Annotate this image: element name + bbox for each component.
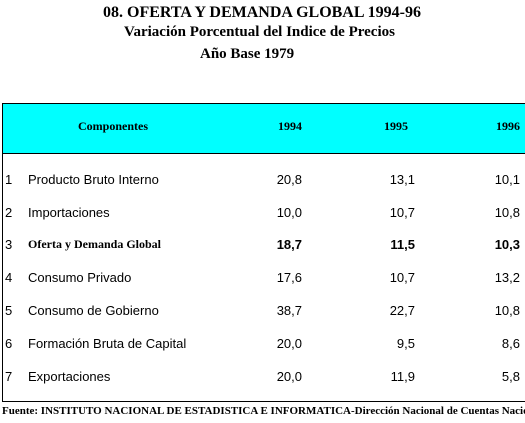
column-header-1995: 1995 [384,119,408,133]
page-title: 08. OFERTA Y DEMANDA GLOBAL 1994-96 [103,4,421,21]
row-number: 6 [5,336,13,351]
value-1996: 10,1 [494,172,520,187]
page-subtitle: Variación Porcentual del Indice de Preci… [124,24,395,40]
column-header-componentes: Componentes [78,119,149,133]
row-label: Oferta y Demanda Global [28,237,161,251]
column-header-1994: 1994 [278,119,302,133]
value-1994: 20,0 [276,369,302,384]
row-label: Consumo Privado [28,270,132,285]
value-1994: 10,0 [276,205,302,220]
value-1994: 20,0 [276,336,302,351]
value-1994: 20,8 [276,172,302,187]
row-number: 5 [5,303,13,318]
table-row: 7 Exportaciones 20,0 11,9 5,8 [3,369,525,389]
value-1995: 11,9 [390,369,415,384]
value-1994: 38,7 [276,303,302,318]
row-number: 1 [5,172,13,187]
value-1996: 8,6 [501,336,520,351]
row-number: 7 [5,369,13,384]
row-label: Producto Bruto Interno [28,172,159,187]
value-1995: 22,7 [389,303,415,318]
row-label: Exportaciones [28,369,111,384]
table-row: 2 Importaciones 10,0 10,7 10,8 [3,205,525,225]
row-number: 2 [5,205,13,220]
source-note: Fuente: INSTITUTO NACIONAL DE ESTADISTIC… [2,405,525,417]
row-number: 3 [5,237,13,252]
table-row-total: 3 Oferta y Demanda Global 18,7 11,5 10,3 [3,237,525,257]
value-1995: 13,1 [389,172,415,187]
column-header-1996: 1996 [496,119,520,133]
value-1996: 5,8 [501,369,520,384]
row-label: Consumo de Gobierno [28,303,159,318]
value-1996: 10,8 [494,205,520,220]
row-label: Formación Bruta de Capital [28,336,187,351]
value-1996: 10,8 [494,303,520,318]
table-row: 4 Consumo Privado 17,6 10,7 13,2 [3,270,525,290]
table-row: 5 Consumo de Gobierno 38,7 22,7 10,8 [3,303,525,323]
value-1996: 13,2 [494,270,520,285]
table-header: Componentes 1994 1995 1996 [3,104,525,154]
value-1994: 17,6 [276,270,302,285]
value-1995: 10,7 [389,270,415,285]
table-row: 6 Formación Bruta de Capital 20,0 9,5 8,… [3,336,525,356]
data-table: Componentes 1994 1995 1996 1 Producto Br… [2,103,525,402]
value-1994: 18,7 [276,237,302,252]
row-label: Importaciones [28,205,110,220]
value-1995: 9,5 [396,336,415,351]
value-1995: 10,7 [389,205,415,220]
table-row: 1 Producto Bruto Interno 20,8 13,1 10,1 [3,172,525,192]
base-year-label: Año Base 1979 [200,46,295,62]
value-1995: 11,5 [390,237,415,252]
value-1996: 10,3 [494,237,520,252]
row-number: 4 [5,270,13,285]
